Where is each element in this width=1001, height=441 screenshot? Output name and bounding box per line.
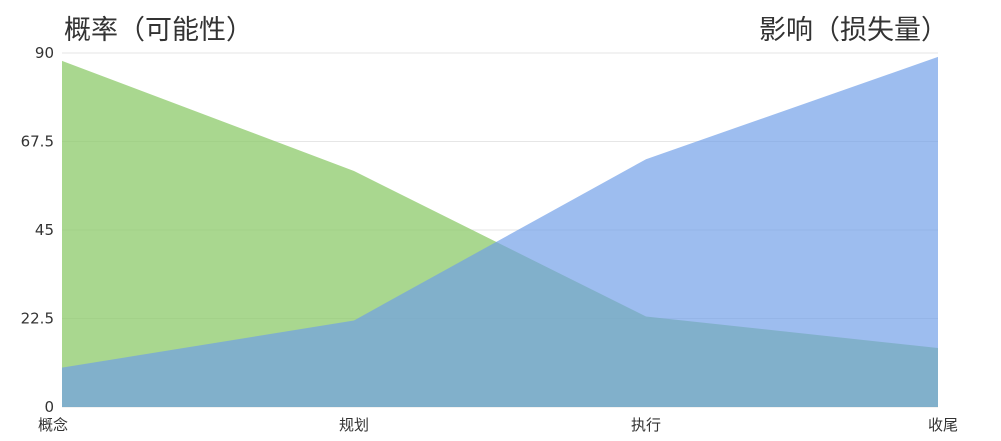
x-tick-label: 执行: [631, 416, 661, 434]
y-tick-label: 90: [35, 44, 54, 62]
series-area-1: [62, 60, 938, 407]
y-tick-label: 45: [35, 221, 54, 239]
x-tick-label: 概念: [38, 416, 68, 434]
series-area-2: [62, 56, 938, 407]
y-tick-label: 0: [44, 398, 54, 416]
title-left: 概率（可能性）: [64, 15, 253, 46]
y-tick-label: 22.5: [21, 310, 54, 328]
x-tick-label: 规划: [339, 416, 369, 434]
series-areas: [62, 56, 938, 407]
x-tick-label: 收尾: [928, 416, 958, 434]
y-axis: 0 22.5 45 67.5 90: [21, 44, 54, 416]
title-right: 影响（损失量）: [759, 15, 948, 46]
x-axis: 概念 规划 执行 收尾: [38, 416, 958, 434]
y-tick-label: 67.5: [21, 133, 54, 151]
